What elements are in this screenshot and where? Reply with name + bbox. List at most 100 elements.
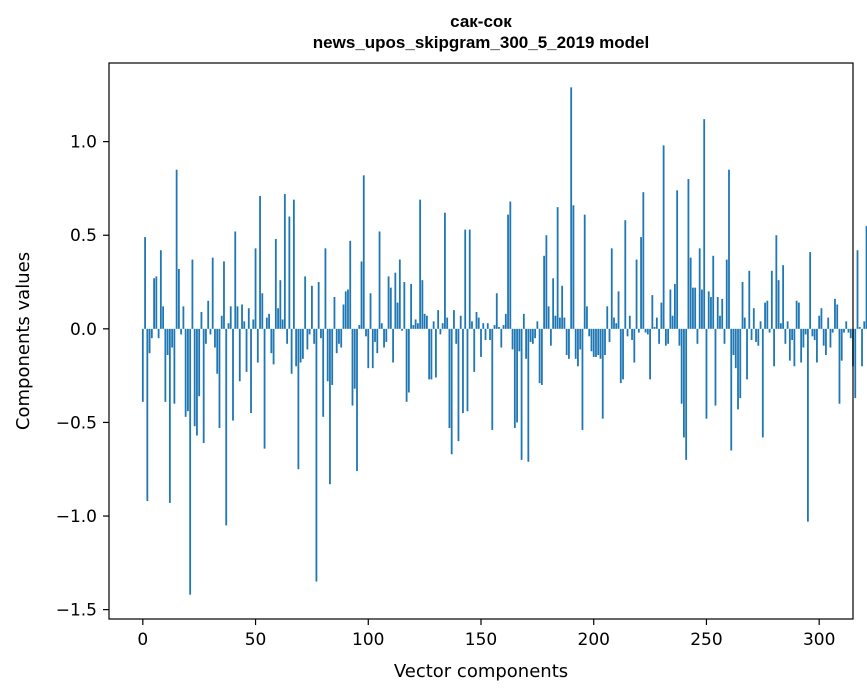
bar	[854, 328, 857, 399]
bar	[694, 287, 697, 329]
bar	[849, 328, 852, 339]
bar	[383, 328, 385, 348]
x-tick-label: 0	[137, 630, 148, 650]
bar	[241, 304, 243, 329]
bar	[685, 328, 688, 460]
bar	[421, 280, 424, 329]
bar	[676, 190, 679, 329]
x-tick-label: 200	[578, 630, 610, 650]
bar	[601, 328, 604, 419]
bar	[317, 282, 320, 329]
bar	[220, 315, 223, 329]
bar	[583, 214, 586, 329]
bar	[701, 289, 703, 329]
bar	[209, 328, 212, 335]
bar	[340, 328, 343, 348]
bar	[570, 87, 573, 329]
bar	[335, 328, 338, 354]
bar	[653, 326, 656, 329]
bar	[710, 297, 712, 329]
bar	[543, 255, 546, 329]
bar	[202, 328, 205, 444]
bar	[428, 328, 431, 380]
bar	[268, 313, 270, 329]
bar	[768, 328, 771, 333]
bar	[315, 328, 318, 582]
bar	[216, 328, 219, 374]
bar	[669, 289, 672, 329]
bar	[146, 328, 149, 502]
bar	[236, 306, 239, 329]
bar	[642, 192, 645, 329]
bar	[800, 328, 803, 363]
bar	[529, 328, 532, 342]
bar	[430, 328, 433, 380]
bar	[579, 328, 582, 350]
bar	[403, 282, 406, 329]
bar	[737, 328, 739, 410]
bar	[622, 328, 624, 380]
bar	[360, 261, 363, 329]
bar	[277, 308, 279, 329]
bar	[232, 328, 234, 421]
bar	[752, 308, 755, 329]
y-tick-label: −1.0	[56, 507, 97, 527]
bar	[822, 328, 825, 346]
bar	[338, 328, 340, 344]
bar	[606, 306, 609, 329]
bar	[843, 328, 845, 333]
bar	[628, 315, 631, 329]
bar	[786, 321, 789, 329]
bar	[773, 328, 775, 367]
bar	[407, 328, 410, 393]
bar	[326, 328, 329, 382]
bar	[187, 328, 189, 412]
bar	[486, 323, 489, 329]
bar	[712, 255, 715, 329]
bar	[597, 328, 600, 356]
bar	[252, 319, 255, 329]
bar	[777, 280, 780, 329]
bar	[748, 270, 751, 329]
bar	[148, 328, 151, 354]
bar	[218, 328, 221, 429]
bar	[683, 328, 685, 438]
bar	[155, 276, 158, 329]
bar	[662, 145, 665, 329]
y-tick-label: 1.0	[70, 133, 97, 153]
chart-title: сак-сок news_upos_skipgram_300_5_2019 mod…	[313, 12, 649, 52]
bar	[392, 328, 394, 363]
bar	[825, 328, 827, 356]
bar	[775, 235, 778, 329]
bar	[599, 328, 602, 359]
bar	[500, 328, 503, 348]
x-tick-label: 100	[352, 630, 384, 650]
bar	[412, 325, 415, 329]
bar	[286, 328, 289, 344]
bar	[376, 328, 379, 354]
bar	[549, 328, 552, 346]
bar	[157, 328, 160, 339]
bar	[439, 328, 442, 335]
bar	[716, 297, 719, 329]
bar	[205, 328, 207, 344]
bar	[640, 237, 642, 329]
y-tick-label: −1.5	[56, 601, 97, 621]
bar	[225, 328, 228, 526]
bar	[836, 304, 839, 329]
bar	[608, 328, 611, 342]
bar	[453, 310, 455, 329]
bar	[554, 315, 557, 329]
bar	[259, 195, 261, 329]
bar	[144, 237, 146, 329]
bar	[347, 289, 349, 329]
bar	[757, 328, 760, 346]
bar	[308, 328, 311, 335]
bar	[466, 328, 469, 412]
bar	[272, 328, 275, 365]
bar	[664, 328, 667, 346]
bar	[311, 285, 313, 329]
bar	[459, 315, 462, 329]
bar	[759, 321, 762, 329]
